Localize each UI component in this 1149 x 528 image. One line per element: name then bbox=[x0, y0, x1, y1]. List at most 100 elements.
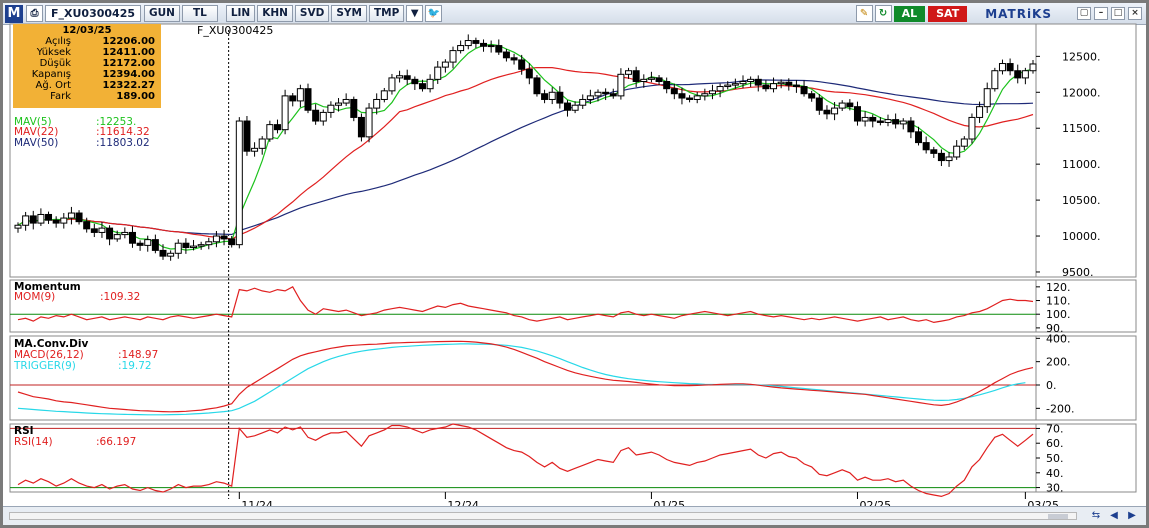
close-icon[interactable]: × bbox=[1128, 7, 1142, 20]
candle bbox=[869, 116, 877, 122]
candle bbox=[1021, 70, 1029, 79]
candle bbox=[876, 120, 884, 123]
period-button[interactable]: GUN bbox=[144, 5, 180, 22]
candle bbox=[510, 57, 518, 61]
sync-icon[interactable]: ⇆ bbox=[1091, 510, 1101, 521]
candle-button[interactable]: KHN bbox=[257, 5, 293, 22]
rsi-title: RSI bbox=[14, 425, 34, 437]
legend-rsi-name: RSI(14) bbox=[14, 436, 53, 448]
volume-button[interactable]: SVD bbox=[294, 5, 330, 22]
macd-title: MA.Conv.Div bbox=[14, 338, 89, 350]
candle bbox=[808, 93, 816, 99]
candle bbox=[655, 77, 663, 82]
price-tick-label: 10000. bbox=[1062, 230, 1101, 243]
candle bbox=[212, 235, 220, 243]
legend-macd-sep: : bbox=[118, 349, 122, 361]
candle bbox=[800, 86, 808, 95]
candle bbox=[304, 88, 312, 111]
candle bbox=[14, 224, 22, 229]
rsi-line bbox=[17, 423, 1034, 498]
candle bbox=[258, 138, 266, 149]
candle bbox=[495, 45, 503, 53]
info-value-change: 189.00 bbox=[116, 91, 155, 102]
candle bbox=[609, 93, 617, 97]
pencil-icon[interactable]: ✎ bbox=[855, 5, 873, 22]
candle bbox=[815, 97, 823, 111]
dropdown-arrow-icon[interactable]: ▼ bbox=[406, 5, 424, 22]
bottom-scrollbar[interactable]: ⇆ ◀ ▶ bbox=[3, 506, 1146, 525]
candle bbox=[90, 228, 98, 233]
twitter-icon[interactable]: 🐦 bbox=[425, 5, 443, 22]
candle bbox=[335, 102, 343, 106]
refresh-icon[interactable]: ↻ bbox=[874, 5, 892, 22]
macd-tick-label: -200. bbox=[1046, 402, 1074, 415]
candle bbox=[128, 231, 136, 244]
candle bbox=[724, 84, 732, 88]
scale-button[interactable]: LIN bbox=[225, 5, 256, 22]
momentum-tick-label: 100. bbox=[1046, 308, 1071, 321]
candle bbox=[663, 81, 671, 90]
info-value-open: 12206.00 bbox=[102, 36, 155, 47]
candle bbox=[846, 102, 854, 108]
candle bbox=[113, 234, 121, 240]
macd-tick-label: 0. bbox=[1046, 379, 1057, 392]
scroll-right-icon[interactable]: ▶ bbox=[1128, 510, 1136, 521]
candle bbox=[899, 120, 907, 125]
legend-trigger: TRIGGER(9):19.72 bbox=[14, 360, 152, 372]
rsi-tick-label: 70. bbox=[1046, 422, 1064, 435]
candle bbox=[586, 95, 594, 100]
legend-rsi-sep: : bbox=[96, 436, 100, 448]
candle bbox=[296, 88, 304, 102]
momentum-tick-label: 90. bbox=[1046, 322, 1064, 335]
scroll-left-icon[interactable]: ◀ bbox=[1110, 510, 1118, 521]
candle bbox=[960, 138, 968, 147]
candle bbox=[1029, 63, 1037, 72]
candle bbox=[1014, 70, 1022, 79]
candle bbox=[632, 70, 640, 82]
candle bbox=[708, 90, 716, 95]
candle bbox=[998, 63, 1006, 72]
candle bbox=[792, 84, 800, 88]
momentum-tick-label: 110. bbox=[1046, 295, 1071, 308]
legend-mom: MOM(9):109.32 bbox=[14, 291, 140, 303]
candle bbox=[892, 119, 900, 125]
print-icon[interactable]: ⎙ bbox=[26, 5, 43, 22]
legend-rsi: RSI(14):66.197 bbox=[14, 436, 136, 448]
info-date: 12/03/25 bbox=[62, 25, 112, 36]
candle bbox=[342, 98, 350, 104]
candle bbox=[533, 77, 541, 95]
info-row: Düşük 12172.00 bbox=[13, 58, 161, 69]
candle bbox=[327, 104, 335, 113]
horizontal-scroll-thumb[interactable] bbox=[1048, 514, 1068, 519]
symbol-selector[interactable]: F_XU0300425 bbox=[45, 5, 142, 22]
restore-icon[interactable]: ▢ bbox=[1077, 7, 1091, 20]
candle bbox=[907, 120, 915, 133]
chart-symbol-label: F_XU0300425 bbox=[197, 24, 274, 37]
sell-button[interactable]: SAT bbox=[928, 5, 968, 22]
candle bbox=[571, 104, 579, 111]
candle bbox=[235, 120, 243, 246]
horizontal-scroll-track[interactable] bbox=[9, 512, 1077, 520]
panel-frame-rsi bbox=[9, 423, 1137, 493]
buy-button[interactable]: AL bbox=[893, 5, 926, 22]
info-row: Kapanış 12394.00 bbox=[13, 69, 161, 80]
candle bbox=[861, 116, 869, 122]
candle bbox=[785, 81, 793, 86]
legend-macd-value: 148.97 bbox=[121, 349, 159, 361]
candle bbox=[915, 131, 923, 144]
rsi-tick-label: 30. bbox=[1046, 482, 1064, 495]
template-button[interactable]: TMP bbox=[368, 5, 405, 22]
minimize-icon[interactable]: – bbox=[1094, 7, 1108, 20]
info-row: Açılış 12206.00 bbox=[13, 36, 161, 47]
legend-mom-sep: : bbox=[100, 291, 104, 303]
symbol-button[interactable]: SYM bbox=[331, 5, 367, 22]
candle bbox=[220, 235, 228, 240]
currency-button[interactable]: TL bbox=[181, 5, 218, 22]
candle bbox=[144, 239, 152, 246]
legend-mav5-sep: : bbox=[96, 116, 100, 128]
candle bbox=[373, 98, 381, 109]
maximize-icon[interactable]: □ bbox=[1111, 7, 1125, 20]
toolbar-right: ✎ ↻ AL SAT MATRiKS ▢ – □ × bbox=[855, 5, 1142, 22]
candle bbox=[617, 73, 625, 97]
